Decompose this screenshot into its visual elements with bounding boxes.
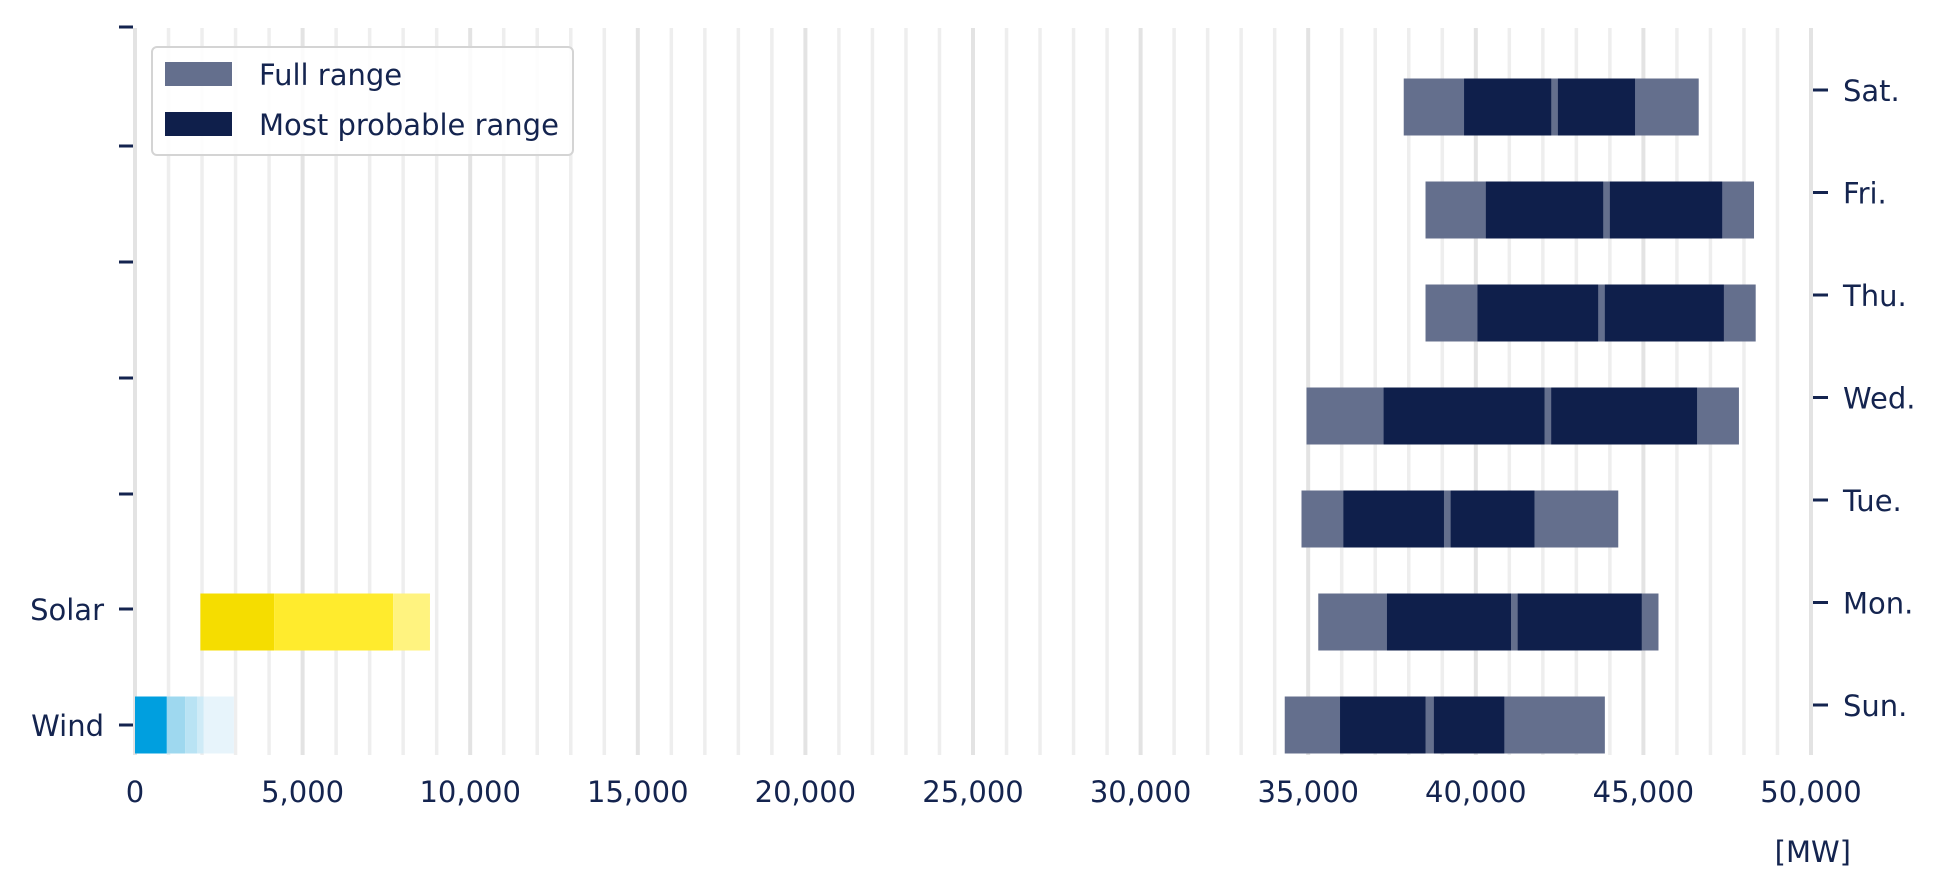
solar-range-segment: [200, 593, 275, 651]
right-axis-label: Fri.: [1843, 177, 1887, 211]
x-tick-label: 40,000: [1425, 775, 1526, 809]
x-tick-label: 10,000: [419, 775, 520, 809]
x-tick-label: 15,000: [587, 775, 688, 809]
x-axis-unit-label: [MW]: [1775, 835, 1851, 869]
legend-label-full-range: Full range: [259, 58, 402, 92]
most-probable-range-bar: [1340, 696, 1426, 754]
x-tick-label: 45,000: [1593, 775, 1694, 809]
most-probable-range-bar: [1609, 181, 1723, 239]
most-probable-range-bar: [1557, 78, 1636, 136]
most-probable-range-bar: [1343, 490, 1444, 548]
x-tick-label: 0: [126, 775, 144, 809]
x-axis: 0 5,000 10,000 15,000 20,000 25,000 30,000 35,0…: [126, 775, 1862, 809]
most-probable-range-bar: [1433, 696, 1505, 754]
wind-range-segment: [197, 696, 204, 754]
legend-label-most-probable-range: Most probable range: [259, 108, 559, 142]
solar-range-segment: [274, 593, 394, 651]
x-tick-label: 25,000: [922, 775, 1023, 809]
legend: Full range Most probable range: [151, 46, 574, 156]
chart-bars: [135, 78, 1756, 754]
left-axis: Wind Solar: [30, 25, 133, 743]
legend-frame: [151, 46, 574, 156]
most-probable-range-bar: [1386, 593, 1511, 651]
solar-range-segment: [393, 593, 430, 651]
right-axis-label: Mon.: [1843, 587, 1913, 621]
most-probable-range-bar: [1604, 284, 1724, 342]
wind-range-segment: [185, 696, 198, 754]
x-tick-label: 35,000: [1257, 775, 1358, 809]
wind-range-segment: [203, 696, 234, 754]
legend-swatch-most-probable-range: [165, 112, 232, 136]
right-axis-label: Wed.: [1843, 382, 1915, 416]
right-axis-label: Sat.: [1843, 74, 1900, 108]
legend-swatch-full-range: [165, 62, 232, 86]
most-probable-range-bar: [1383, 387, 1545, 445]
x-tick-label: 50,000: [1760, 775, 1861, 809]
most-probable-range-bar: [1450, 490, 1535, 548]
right-axis: Sun. Mon. Tue. Wed. Thu. Fri. Sat.: [1813, 74, 1915, 723]
right-axis-label: Thu.: [1842, 279, 1907, 313]
wind-range-segment: [166, 696, 186, 754]
left-axis-label: Wind: [31, 709, 104, 743]
most-probable-range-bar: [1517, 593, 1642, 651]
most-probable-range-bar: [1477, 284, 1599, 342]
x-tick-label: 5,000: [261, 775, 344, 809]
wind-range-segment: [135, 696, 167, 754]
right-axis-label: Tue.: [1842, 484, 1902, 518]
most-probable-range-bar: [1551, 387, 1698, 445]
x-tick-label: 20,000: [755, 775, 856, 809]
most-probable-range-bar: [1464, 78, 1552, 136]
most-probable-range-bar: [1485, 181, 1604, 239]
left-axis-label: Solar: [30, 593, 104, 627]
right-axis-label: Sun.: [1843, 689, 1907, 723]
x-tick-label: 30,000: [1090, 775, 1191, 809]
